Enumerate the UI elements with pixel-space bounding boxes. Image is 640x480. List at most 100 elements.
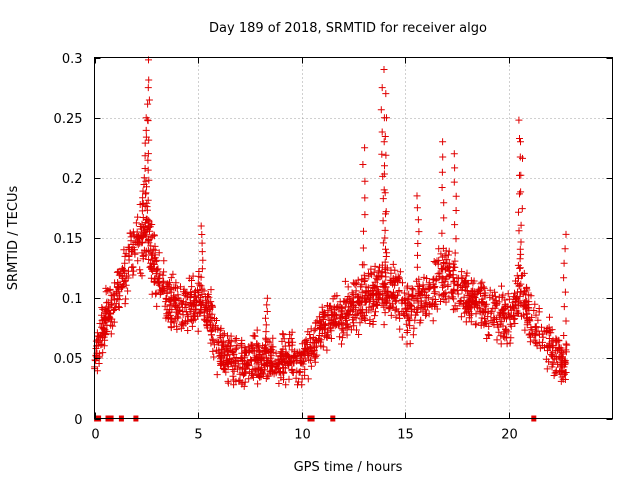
data-point — [275, 380, 283, 387]
data-point — [125, 251, 133, 259]
data-point — [131, 238, 139, 246]
data-point — [121, 259, 129, 267]
data-point — [267, 352, 275, 360]
peak-data-point — [141, 139, 149, 147]
data-point — [112, 288, 120, 296]
data-point — [483, 300, 491, 308]
data-point — [247, 356, 255, 364]
data-point — [309, 339, 317, 346]
data-point — [399, 279, 406, 287]
data-point — [556, 344, 564, 352]
data-point — [464, 291, 472, 299]
data-point — [110, 296, 118, 304]
data-point — [451, 302, 459, 310]
data-point — [469, 279, 477, 287]
data-point — [306, 331, 314, 338]
data-point — [522, 298, 530, 305]
data-point — [275, 359, 283, 367]
data-point — [173, 284, 181, 292]
data-point — [530, 336, 538, 344]
data-point — [482, 318, 490, 326]
data-point — [201, 316, 209, 324]
data-point — [102, 309, 110, 317]
data-point — [229, 347, 237, 355]
peak-data-point — [378, 128, 386, 136]
data-point — [152, 257, 160, 265]
data-point — [449, 260, 457, 268]
data-point — [498, 282, 505, 290]
data-point — [387, 269, 395, 277]
data-point — [511, 289, 518, 297]
data-point — [395, 287, 403, 294]
data-point — [526, 338, 534, 346]
data-point — [213, 371, 221, 379]
data-point — [224, 360, 232, 368]
data-point — [543, 328, 551, 336]
data-point — [287, 335, 295, 342]
data-point — [102, 316, 110, 323]
data-point — [207, 314, 215, 321]
peak-data-point — [143, 216, 151, 224]
peak-data-point — [379, 217, 387, 225]
x-tick-label: 20 — [501, 428, 518, 443]
data-point — [338, 340, 345, 348]
data-point — [146, 248, 154, 256]
data-point — [305, 352, 313, 359]
data-point — [280, 335, 288, 343]
peak-data-point — [145, 136, 153, 144]
data-point — [533, 342, 541, 350]
data-point — [450, 295, 458, 303]
data-point — [372, 308, 379, 316]
data-point — [169, 270, 177, 278]
data-point — [346, 307, 354, 315]
data-point — [438, 274, 446, 282]
data-point — [196, 309, 204, 316]
data-point — [382, 273, 390, 281]
data-point — [333, 292, 341, 300]
peak-data-point — [142, 232, 150, 240]
data-point — [483, 335, 491, 342]
data-point — [187, 288, 195, 296]
data-point — [177, 283, 184, 291]
data-point — [230, 354, 238, 362]
peak-data-point — [517, 238, 525, 246]
peak-data-point — [516, 255, 524, 263]
data-point — [265, 372, 273, 380]
data-point — [472, 320, 480, 328]
data-point — [378, 269, 386, 277]
peak-data-point — [361, 144, 369, 152]
data-point — [260, 370, 267, 378]
data-point — [304, 375, 312, 383]
data-point — [369, 320, 377, 328]
data-point — [402, 310, 410, 318]
data-point — [448, 289, 456, 297]
data-point — [220, 341, 227, 349]
data-point — [355, 331, 363, 338]
data-point — [131, 250, 139, 258]
data-point — [148, 290, 156, 298]
peak-data-point — [381, 258, 389, 266]
data-point — [528, 330, 536, 338]
data-point — [195, 298, 203, 305]
data-point — [253, 326, 261, 334]
data-point — [465, 314, 473, 322]
data-point — [107, 330, 115, 338]
data-point — [374, 286, 382, 294]
peak-data-point — [144, 166, 152, 174]
data-point — [307, 344, 315, 352]
data-point — [118, 284, 126, 292]
peak-data-point — [138, 200, 146, 208]
data-point — [371, 312, 379, 320]
data-point — [136, 266, 144, 274]
data-point — [327, 305, 335, 313]
peak-data-point — [378, 84, 386, 92]
data-point — [512, 295, 520, 302]
data-point — [111, 279, 119, 287]
data-point — [391, 266, 399, 274]
peak-data-point — [361, 194, 369, 202]
data-point — [316, 322, 324, 330]
data-point — [306, 343, 314, 351]
data-point — [403, 320, 411, 328]
data-point — [147, 251, 155, 259]
